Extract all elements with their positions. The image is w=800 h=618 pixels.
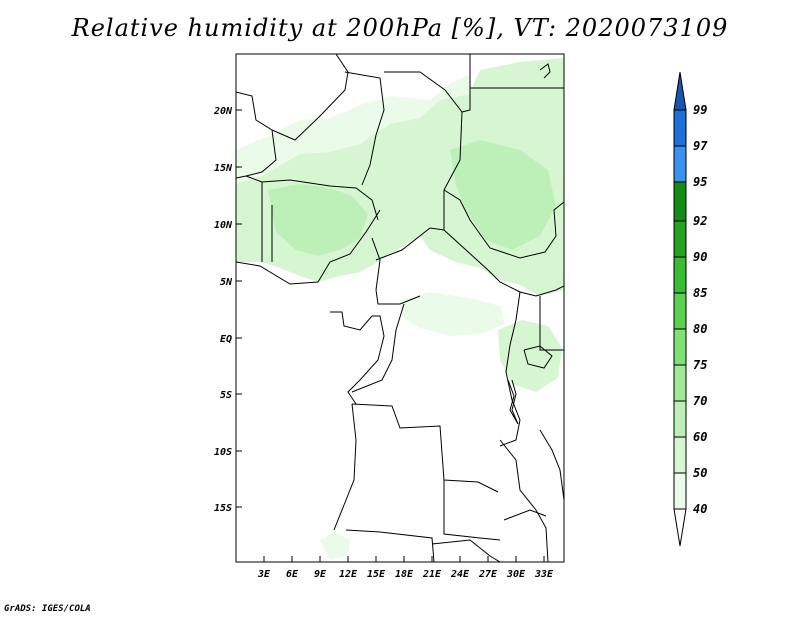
colorbar-over-triangle bbox=[673, 71, 687, 111]
lon-tick-label: 15E bbox=[367, 569, 386, 580]
lon-tick-label: 18E bbox=[395, 569, 414, 580]
border-line bbox=[236, 91, 277, 179]
colorbar-segment bbox=[673, 472, 687, 510]
border-line bbox=[345, 529, 435, 562]
border-line bbox=[461, 54, 471, 113]
colorbar-label: 80 bbox=[693, 322, 707, 336]
colorbar-segment bbox=[673, 400, 687, 438]
border-line bbox=[503, 509, 547, 521]
colorbar-segment bbox=[673, 220, 687, 258]
colorbar bbox=[673, 71, 687, 547]
country-borders bbox=[236, 54, 564, 562]
lon-tick-label: 12E bbox=[339, 569, 358, 580]
border-line bbox=[539, 296, 564, 351]
humidity-region-northwest bbox=[236, 74, 470, 184]
grads-credit: GrADS: IGES/COLA bbox=[4, 604, 91, 614]
colorbar-label: 92 bbox=[693, 214, 707, 228]
colorbar-label: 50 bbox=[693, 466, 707, 480]
border-line bbox=[431, 539, 501, 562]
border-line bbox=[351, 303, 405, 393]
colorbar-labels: 40 50 60 70 75 80 85 90 92 95 97 99 bbox=[693, 103, 708, 516]
lat-axis: 20N 15N 10N 5N EQ 5S 10S 15S bbox=[213, 106, 242, 514]
lat-tick-label: EQ bbox=[220, 334, 232, 345]
border-line bbox=[271, 54, 349, 141]
border-line bbox=[443, 480, 501, 541]
colorbar-segment bbox=[673, 256, 687, 294]
chart-title: Relative humidity at 200hPa [%], VT: 202… bbox=[71, 14, 729, 42]
colorbar-label: 40 bbox=[693, 502, 707, 516]
lat-tick-label: 15S bbox=[214, 503, 232, 514]
colorbar-segment bbox=[673, 145, 687, 183]
colorbar-segment bbox=[673, 181, 687, 222]
border-line bbox=[443, 189, 564, 259]
colorbar-label: 97 bbox=[693, 139, 708, 153]
border-line bbox=[375, 227, 521, 293]
lon-tick-label: 6E bbox=[286, 569, 299, 580]
humidity-region-lake bbox=[498, 320, 562, 392]
lat-tick-label: 10S bbox=[214, 447, 232, 458]
colorbar-label: 70 bbox=[693, 394, 707, 408]
lon-tick-label: 33E bbox=[534, 569, 554, 580]
border-line bbox=[539, 429, 564, 501]
colorbar-label: 99 bbox=[693, 103, 707, 117]
border-line bbox=[317, 209, 381, 283]
border-line bbox=[351, 403, 499, 493]
lon-tick-label: 9E bbox=[314, 569, 327, 580]
border-line bbox=[236, 261, 319, 285]
border-line bbox=[499, 291, 521, 447]
lat-tick-label: 5N bbox=[220, 277, 233, 288]
colorbar-segment bbox=[673, 328, 687, 366]
lat-tick-label: 10N bbox=[214, 220, 233, 231]
border-line bbox=[344, 71, 385, 186]
humidity-shading bbox=[236, 58, 564, 560]
lon-tick-label: 30E bbox=[506, 569, 526, 580]
colorbar-label: 85 bbox=[693, 286, 707, 300]
colorbar-segment bbox=[673, 292, 687, 330]
border-line bbox=[519, 285, 564, 297]
lake-outline bbox=[507, 379, 519, 425]
lat-tick-label: 5S bbox=[220, 390, 232, 401]
border-line bbox=[333, 403, 357, 531]
humidity-region-sudan bbox=[450, 140, 556, 250]
colorbar-segment bbox=[673, 364, 687, 402]
colorbar-label: 60 bbox=[693, 430, 707, 444]
lon-tick-label: 27E bbox=[478, 569, 498, 580]
map-frame bbox=[235, 53, 565, 563]
border-line bbox=[330, 311, 385, 405]
humidity-region-congo bbox=[400, 292, 505, 336]
lat-tick-label: 20N bbox=[213, 106, 233, 117]
border-line bbox=[539, 63, 551, 79]
border-line bbox=[499, 439, 549, 562]
colorbar-label: 90 bbox=[693, 250, 707, 264]
lake-outline bbox=[523, 345, 553, 369]
lon-tick-label: 3E bbox=[257, 569, 271, 580]
colorbar-segment bbox=[673, 436, 687, 474]
colorbar-label: 95 bbox=[693, 175, 707, 189]
humidity-region-south bbox=[320, 532, 350, 560]
lon-tick-label: 24E bbox=[450, 569, 470, 580]
colorbar-label: 75 bbox=[693, 358, 707, 372]
lon-tick-label: 21E bbox=[422, 569, 442, 580]
colorbar-under-triangle bbox=[673, 508, 687, 547]
colorbar-segment bbox=[673, 109, 687, 147]
lon-axis: 3E 6E 9E 12E 15E 18E 21E 24E 27E 30E 33E bbox=[257, 556, 554, 580]
lat-tick-label: 15N bbox=[214, 163, 233, 174]
border-line bbox=[371, 237, 421, 305]
humidity-region-sahel-core bbox=[268, 184, 368, 256]
